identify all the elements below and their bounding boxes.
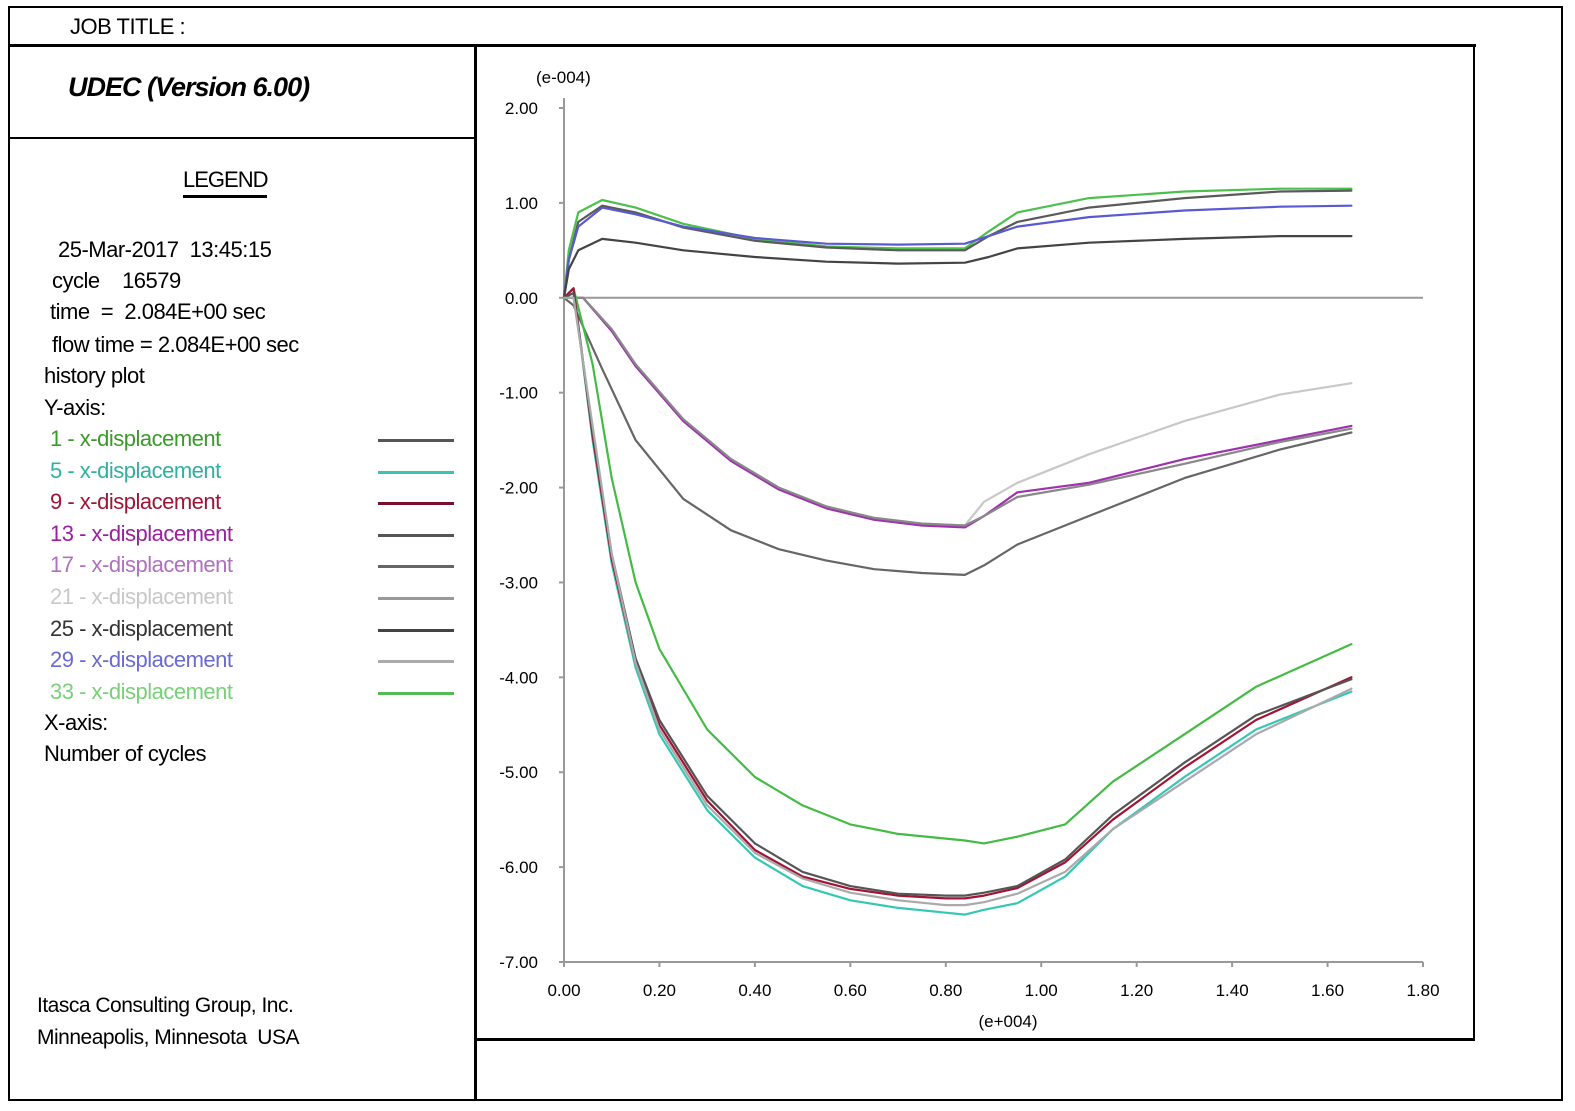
y-tick-label: -6.00: [499, 858, 538, 877]
x-axis-multiplier: (e+004): [978, 1012, 1037, 1031]
series-line: [562, 296, 1353, 527]
y-tick-label: -2.00: [499, 479, 538, 498]
x-axis-description: Number of cycles: [44, 741, 206, 766]
series-line: [562, 287, 1353, 916]
plot-bottom-border: [476, 1038, 1475, 1041]
panel-divider: [474, 44, 477, 1101]
legend-item-label: 5 - x-displacement: [50, 457, 221, 483]
window-frame: [8, 6, 1563, 1101]
y-tick-label: -1.00: [499, 384, 538, 403]
legend-item: 1 - x-displacement: [50, 426, 460, 452]
y-tick-label: 1.00: [505, 194, 538, 213]
legend-item-swatch: [378, 597, 454, 600]
cycle-count: cycle 16579: [52, 268, 181, 293]
legend-item: 21 - x-displacement: [50, 584, 460, 610]
legend-item: 29 - x-displacement: [50, 647, 460, 673]
legend-item-swatch: [378, 691, 454, 695]
legend-item: 9 - x-displacement: [50, 489, 460, 515]
x-tick-label: 0.40: [738, 981, 771, 1000]
x-tick-label: 0.00: [547, 981, 580, 1000]
legend-item-label: 13 - x-displacement: [50, 520, 233, 546]
company-name: Itasca Consulting Group, Inc.: [37, 994, 294, 1017]
title-divider: [8, 44, 1476, 47]
legend-item-label: 9 - x-displacement: [50, 489, 221, 515]
series-line: [562, 204, 1353, 299]
y-tick-label: -3.00: [499, 573, 538, 592]
y-tick-label: -4.00: [499, 668, 538, 687]
legend-item-label: 25 - x-displacement: [50, 615, 233, 641]
legend-heading: LEGEND: [183, 167, 268, 198]
y-tick-label: -7.00: [499, 953, 538, 972]
legend-item: 13 - x-displacement: [50, 521, 460, 547]
legend-item-label: 1 - x-displacement: [50, 426, 221, 451]
series-line: [562, 187, 1353, 299]
company-location: Minneapolis, Minnesota USA: [37, 1026, 299, 1049]
flow-time-value: flow time = 2.084E+00 sec: [52, 332, 299, 357]
legend-item-swatch: [378, 628, 454, 632]
series-line: [562, 296, 1353, 529]
series-line: [562, 296, 1353, 527]
job-title: JOB TITLE :: [70, 14, 186, 39]
x-tick-label: 1.00: [1025, 981, 1058, 1000]
plot-kind: history plot: [44, 363, 145, 388]
header-divider: [8, 137, 476, 139]
legend-item-swatch: [378, 502, 454, 506]
series-line: [562, 189, 1353, 299]
x-tick-label: 0.60: [834, 981, 867, 1000]
x-tick-label: 1.40: [1216, 981, 1249, 1000]
x-tick-label: 1.60: [1311, 981, 1344, 1000]
legend-item-swatch: [378, 533, 454, 537]
legend-item: 17 - x-displacement: [50, 552, 460, 578]
legend-item-swatch: [378, 565, 454, 569]
timestamp: 25-Mar-2017 13:45:15: [58, 237, 272, 262]
legend-item-label: 33 - x-displacement: [50, 678, 233, 704]
app-title: UDEC (Version 6.00): [68, 72, 310, 102]
legend-item-label: 21 - x-displacement: [50, 584, 233, 609]
y-axis-heading: Y-axis:: [44, 395, 106, 420]
legend-item-swatch: [378, 470, 454, 474]
legend-item-swatch: [378, 660, 454, 664]
plot-right-border: [1473, 44, 1475, 1040]
x-tick-label: 1.80: [1406, 981, 1439, 1000]
series-line: [562, 235, 1353, 299]
series-line: [562, 287, 1353, 845]
series-line: [562, 296, 1353, 577]
y-tick-label: 0.00: [505, 289, 538, 308]
x-tick-label: 0.20: [643, 981, 676, 1000]
legend-item: 25 - x-displacement: [50, 616, 460, 642]
x-tick-label: 1.20: [1120, 981, 1153, 1000]
y-axis-multiplier: (e-004): [536, 68, 591, 87]
y-tick-label: 2.00: [505, 99, 538, 118]
legend-item: 33 - x-displacement: [50, 679, 460, 705]
series-line: [562, 287, 1353, 900]
series-line: [562, 296, 1353, 907]
legend-item-swatch: [378, 439, 454, 442]
x-axis-heading: X-axis:: [44, 710, 108, 735]
series-line: [562, 291, 1353, 897]
legend-item-label: 29 - x-displacement: [50, 647, 233, 673]
time-value: time = 2.084E+00 sec: [50, 299, 266, 324]
y-tick-label: -5.00: [499, 763, 538, 782]
history-plot: 2.00 1.00 0.00 -1.00 -2.00 -3.00 -4.00 -5.00 -6.…: [499, 68, 1439, 1031]
legend-item-label: 17 - x-displacement: [50, 552, 233, 578]
legend-item: 5 - x-displacement: [50, 458, 460, 484]
x-tick-label: 0.80: [929, 981, 962, 1000]
